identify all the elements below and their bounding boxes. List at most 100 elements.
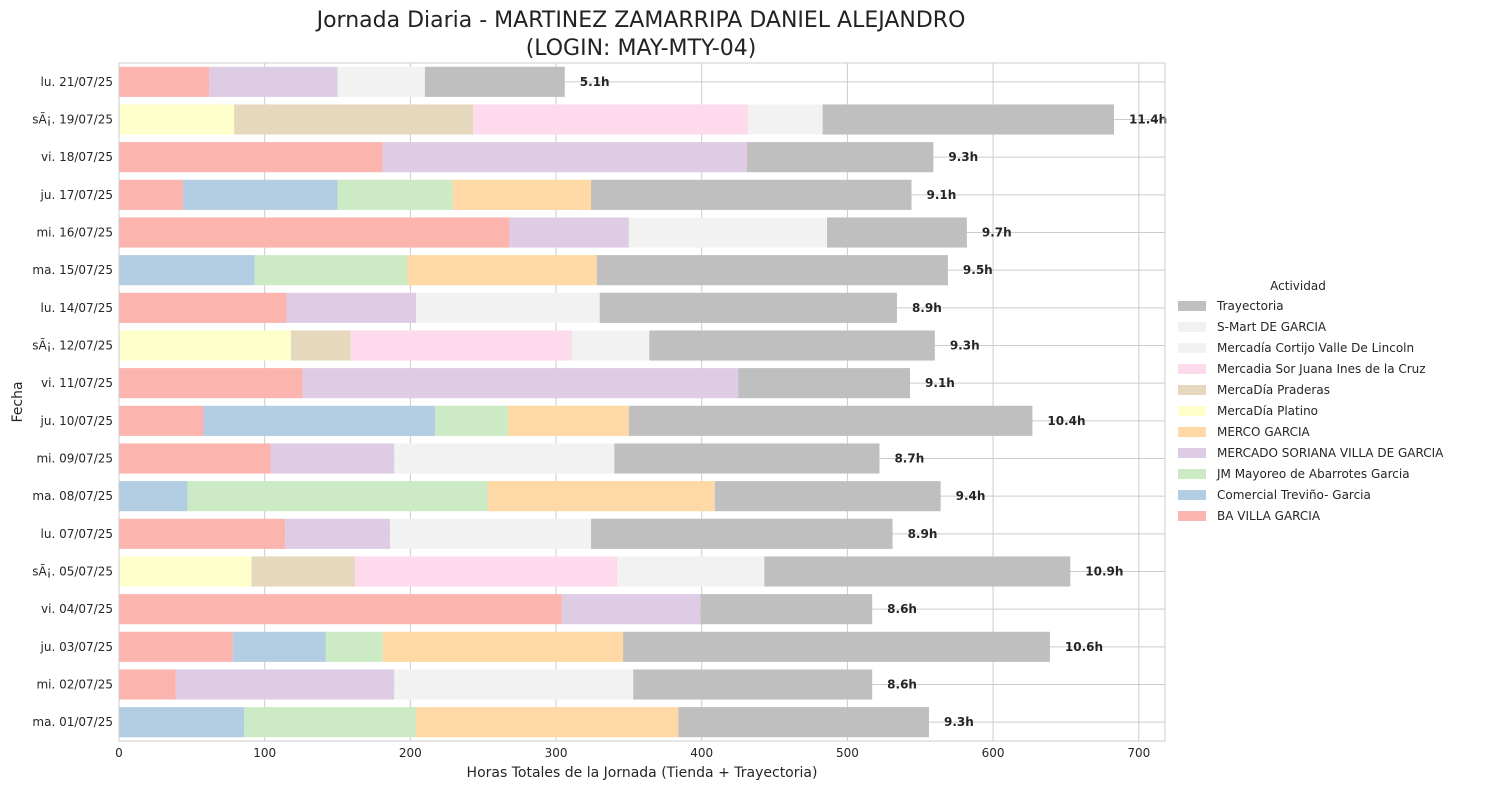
x-tick-label: 0 (115, 746, 123, 760)
total-hours-label: 11.4h (1129, 113, 1167, 127)
bar-segment-trayectoria (738, 368, 911, 399)
legend: Actividad Trayectoria S-Mart DE GARCIA Mer… (1178, 279, 1444, 523)
bar-segment-mercadia-platino (119, 330, 291, 361)
x-tick-label: 200 (399, 746, 422, 760)
bar-segment-comercial-trevino-garcia (119, 707, 245, 738)
bar-segment-mercadia-praderas (234, 104, 474, 135)
total-hours-label: 8.6h (887, 602, 917, 616)
bar-segment-mercadia-sor-juana-ines-de-la-cruz (350, 330, 573, 361)
total-hours-label: 8.9h (908, 527, 938, 541)
bar-segment-ba-villa-garcia (119, 217, 510, 248)
bar-segment-trayectoria (596, 255, 948, 286)
y-tick-label: lu. 14/07/25 (41, 301, 113, 315)
legend-entry-label: MERCADO SORIANA VILLA DE GARCIA (1217, 446, 1444, 460)
bar-segment-comercial-trevino-garcia (203, 405, 436, 436)
legend-entry-label: BA VILLA GARCIA (1217, 509, 1321, 523)
y-tick-label: mi. 09/07/25 (36, 452, 113, 466)
bar-segment-mercado-soriana-villa-de-garcia (382, 142, 747, 173)
bar-segment-jm-mayoreo-de-abarrotes-garcia (435, 405, 508, 436)
bar-segment-mercadia-praderas (251, 556, 356, 587)
legend-swatch-mercadia-praderas (1178, 385, 1206, 395)
bar-segment-mercadia-cortijo-valle-de-lincoln (337, 66, 425, 97)
bar-segment-comercial-trevino-garcia (232, 631, 326, 662)
bar-segment-s-mart-de-garcia (617, 556, 765, 587)
total-hours-label: 8.7h (894, 452, 924, 466)
legend-swatch-trayectoria (1178, 301, 1206, 311)
bar-segment-s-mart-de-garcia (572, 330, 650, 361)
bar-segment-trayectoria (764, 556, 1071, 587)
bar-segment-ba-villa-garcia (119, 443, 271, 474)
y-tick-label: lu. 21/07/25 (41, 75, 113, 89)
bar-segment-ba-villa-garcia (119, 405, 204, 436)
bar-segment-jm-mayoreo-de-abarrotes-garcia (244, 707, 417, 738)
bar-segment-mercadia-praderas (290, 330, 351, 361)
y-tick-label: ma. 01/07/25 (32, 715, 113, 729)
bar-segment-ba-villa-garcia (119, 669, 176, 700)
bar-segment-mercado-soriana-villa-de-garcia (561, 594, 701, 625)
x-tick-labels: 0 100 200 300 400 500 600 700 (115, 746, 1150, 760)
bar-segment-trayectoria (623, 631, 1050, 662)
total-hours-label: 9.4h (956, 489, 986, 503)
legend-entry-label: Mercadía Cortijo Valle De Lincoln (1217, 341, 1414, 355)
x-tick-label: 300 (545, 746, 568, 760)
y-tick-label: ju. 03/07/25 (40, 640, 113, 654)
bar-segment-trayectoria (591, 179, 912, 210)
y-tick-label: ma. 15/07/25 (32, 263, 113, 277)
total-hours-label: 9.3h (944, 715, 974, 729)
total-hours-label: 8.6h (887, 678, 917, 692)
y-axis-label: Fecha (10, 381, 26, 422)
y-tick-label: ju. 17/07/25 (40, 188, 113, 202)
bar-segment-trayectoria (827, 217, 967, 248)
y-tick-label: vi. 04/07/25 (41, 602, 113, 616)
bar-segment-merco-garcia (416, 707, 679, 738)
bar-segment-mercadia-sor-juana-ines-de-la-cruz (473, 104, 749, 135)
x-tick-label: 400 (690, 746, 713, 760)
legend-entry-label: Mercadia Sor Juana Ines de la Cruz (1217, 362, 1426, 376)
y-tick-label: vi. 18/07/25 (41, 150, 113, 164)
legend-swatch-mercadia-cortijo-valle-de-lincoln (1178, 343, 1206, 353)
total-hours-label: 9.7h (982, 226, 1012, 240)
bar-segment-comercial-trevino-garcia (183, 179, 338, 210)
bar-segment-merco-garcia (382, 631, 624, 662)
bar-segment-trayectoria (746, 142, 934, 173)
bar-segment-jm-mayoreo-de-abarrotes-garcia (187, 481, 488, 512)
bar-segment-mercado-soriana-villa-de-garcia (175, 669, 395, 700)
bar-segment-mercadia-platino (119, 556, 252, 587)
bar-segment-trayectoria (424, 66, 565, 97)
legend-swatch-jm-mayoreo-de-abarrotes-garcia (1178, 469, 1206, 479)
legend-entry-label: MercaDía Platino (1217, 404, 1318, 418)
total-hours-label: 10.4h (1047, 414, 1085, 428)
bar-segment-merco-garcia (487, 481, 715, 512)
bar-segment-mercado-soriana-villa-de-garcia (302, 368, 739, 399)
x-tick-label: 600 (982, 746, 1005, 760)
bar-segment-jm-mayoreo-de-abarrotes-garcia (337, 179, 453, 210)
legend-swatch-mercadia-platino (1178, 406, 1206, 416)
legend-swatch-mercado-soriana-villa-de-garcia (1178, 448, 1206, 458)
bar-segment-trayectoria (628, 405, 1033, 436)
total-hours-label: 9.5h (963, 263, 993, 277)
bar-segment-jm-mayoreo-de-abarrotes-garcia (325, 631, 383, 662)
x-tick-label: 700 (1127, 746, 1150, 760)
legend-swatch-merco-garcia (1178, 427, 1206, 437)
bar-segment-trayectoria (649, 330, 935, 361)
legend-entry-label: S-Mart DE GARCIA (1217, 320, 1327, 334)
bar-segment-comercial-trevino-garcia (119, 255, 255, 286)
bar-segment-mercado-soriana-villa-de-garcia (209, 66, 338, 97)
bar-segment-ba-villa-garcia (119, 631, 233, 662)
y-tick-labels: lu. 21/07/25 sÃ¡. 19/07/25 vi. 18/07/25 ju.… (32, 75, 113, 729)
bar-segment-ba-villa-garcia (119, 518, 286, 549)
plot-frame (118, 62, 1166, 742)
bar-segment-trayectoria (633, 669, 873, 700)
y-tick-label: ma. 08/07/25 (32, 489, 113, 503)
total-hours-label: 9.1h (927, 188, 957, 202)
bar-segment-trayectoria (599, 292, 897, 323)
bar-segment-ba-villa-garcia (119, 66, 210, 97)
bar-segment-mercadia-platino (119, 104, 235, 135)
y-tick-label: sÃ¡. 19/07/25 (32, 112, 113, 127)
bar-segment-ba-villa-garcia (119, 368, 303, 399)
total-hours-label: 5.1h (580, 75, 610, 89)
legend-entry-label: MERCO GARCIA (1217, 425, 1310, 439)
y-tick-label: lu. 07/07/25 (41, 527, 113, 541)
chart-title-line-1: Jornada Diaria - MARTINEZ ZAMARRIPA DANI… (315, 8, 966, 33)
